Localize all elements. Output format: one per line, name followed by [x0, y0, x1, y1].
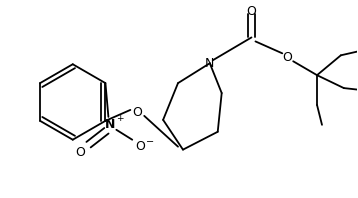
- Text: N: N: [105, 118, 116, 131]
- Text: N: N: [205, 57, 214, 70]
- Text: O: O: [282, 51, 292, 64]
- Text: O: O: [135, 140, 145, 153]
- Text: O: O: [132, 106, 142, 119]
- Text: O: O: [76, 146, 86, 159]
- Text: O: O: [247, 5, 256, 18]
- Text: −: −: [146, 137, 154, 147]
- Text: +: +: [116, 114, 123, 123]
